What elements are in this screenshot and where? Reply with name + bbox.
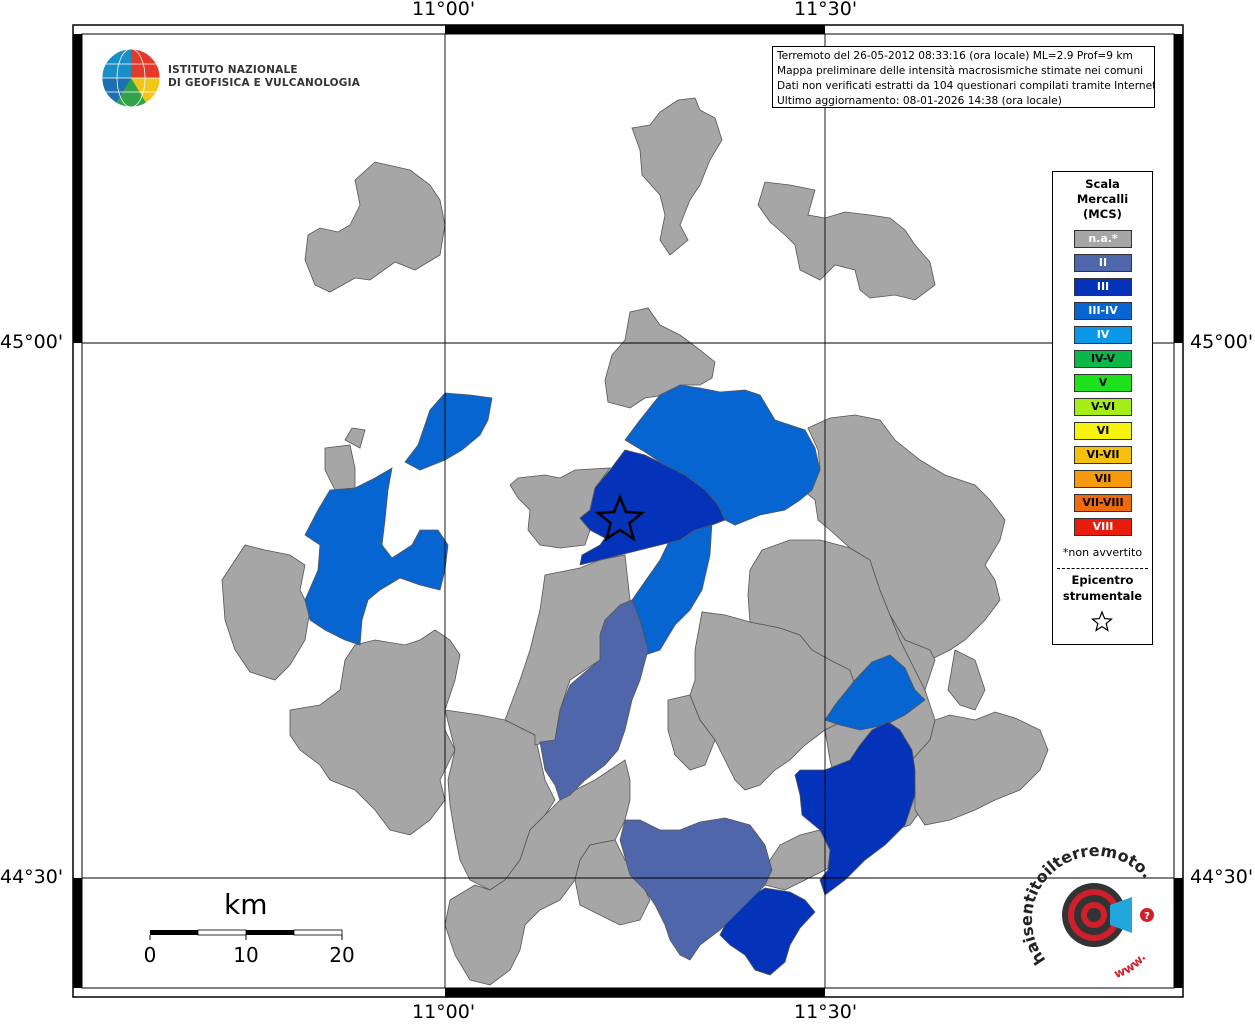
- legend-title-line1: Scala: [1085, 177, 1120, 191]
- scale-unit: km: [224, 888, 268, 921]
- region-ii-c: [539, 599, 649, 801]
- svg-text:www.: www.: [1112, 950, 1148, 981]
- legend-item: VIII: [1074, 518, 1132, 536]
- info-line1: Terremoto del 26-05-2012 08:33:16 (ora l…: [777, 50, 1133, 62]
- frame-bar-bottom: [445, 988, 825, 997]
- svg-text:haisentitoilterremoto.it: haisentitoilterremoto.it: [1020, 840, 1157, 969]
- scale-tick-20: 20: [329, 943, 355, 967]
- region-iiiiv-e: [824, 654, 926, 731]
- info-line4: Ultimo aggiornamento: 08-01-2026 14:38 (…: [777, 95, 1062, 107]
- legend-item: V-VI: [1074, 398, 1132, 416]
- frame-bar-left-bottom: [73, 878, 82, 988]
- region-na-c2: [667, 694, 716, 771]
- lon-label-top-right: 11°30': [794, 0, 858, 20]
- region-iii-epicentre: [579, 449, 726, 566]
- legend-star-icon: [1090, 610, 1114, 632]
- graticule: [82, 34, 1174, 988]
- lat-label-left-bottom: 44°30': [0, 866, 64, 888]
- hsi-badge-text: haisentitoilterremoto.it www.: [1020, 840, 1157, 981]
- region-na-cn: [604, 307, 716, 409]
- legend-title: Scala Mercalli (MCS): [1053, 177, 1152, 222]
- ingv-logo-icon: [101, 48, 161, 108]
- legend-epi-line2: strumentale: [1062, 589, 1143, 603]
- legend-separator: [1057, 568, 1148, 569]
- municipalities-na: [221, 97, 1049, 986]
- legend-item: VI-VII: [1074, 446, 1132, 464]
- ingv-line2: DI GEOFISICA E VULCANOLOGIA: [168, 77, 361, 89]
- scale-tick-0: 0: [143, 943, 157, 967]
- legend-item: IV: [1074, 326, 1132, 344]
- lat-label-right-top: 45°00': [1190, 331, 1254, 353]
- region-na-ne: [779, 414, 1006, 661]
- frame-bar-right-bottom: [1174, 878, 1183, 988]
- legend-item: V: [1074, 374, 1132, 392]
- frame-bar-left-top: [73, 34, 82, 343]
- frame-bar-top: [445, 25, 825, 34]
- legend-note: *non avvertito: [1062, 546, 1143, 559]
- svg-text:?: ?: [1144, 911, 1150, 922]
- region-na-e3: [947, 649, 986, 711]
- frame-bar-right-top: [1174, 34, 1183, 343]
- legend-item: III-IV: [1074, 302, 1132, 320]
- region-iii-e: [794, 721, 916, 896]
- legend-epi-line1: Epicentro: [1071, 573, 1134, 587]
- ingv-line1: ISTITUTO NAZIONALE: [168, 64, 298, 76]
- lat-label-right-bottom: 44°30': [1190, 866, 1254, 888]
- region-na-e2: [889, 614, 936, 692]
- info-line2: Mappa preliminare delle intensità macros…: [777, 65, 1144, 77]
- region-na-nw: [304, 161, 446, 293]
- region-na-north2: [757, 181, 936, 301]
- municipalities-iii-iv: [304, 384, 926, 731]
- legend-epicentre-label: Epicentro strumentale: [1053, 572, 1152, 604]
- event-info-box: Terremoto del 26-05-2012 08:33:16 (ora l…: [772, 46, 1155, 108]
- municipalities-ii: [539, 599, 773, 961]
- lon-label-bottom-left: 11°00': [412, 1001, 476, 1023]
- legend-title-line2: Mercalli: [1076, 192, 1129, 206]
- legend-item: n.a.*: [1074, 230, 1132, 248]
- lon-label-bottom-right: 11°30': [794, 1001, 858, 1023]
- region-iiiiv-w: [304, 467, 449, 646]
- region-na-w3: [344, 427, 366, 449]
- region-ii-s: [619, 817, 773, 961]
- legend-item: VII: [1074, 470, 1132, 488]
- legend-item: IV-V: [1074, 350, 1132, 368]
- legend-title-line3: (MCS): [1083, 207, 1122, 221]
- hsi-badge-main-text: haisentitoilterremoto.it: [1020, 840, 1157, 969]
- legend-item: II: [1074, 254, 1132, 272]
- legend-item: VI: [1074, 422, 1132, 440]
- hsi-badge-icon: ?: [1062, 883, 1154, 947]
- scale-tick-10: 10: [233, 943, 259, 967]
- scale-bar: [149, 929, 343, 940]
- region-na-north1: [631, 97, 723, 256]
- legend-item: VII-VIII: [1074, 494, 1132, 512]
- legend-item: III: [1074, 278, 1132, 296]
- lat-label-left-top: 45°00': [0, 331, 64, 353]
- region-na-w: [221, 544, 311, 681]
- epicentre-star: [594, 493, 646, 542]
- region-na-ne2: [911, 711, 1049, 826]
- municipalities-iii: [579, 449, 916, 976]
- region-iiiiv-nw: [404, 392, 493, 471]
- ingv-logo-text: ISTITUTO NAZIONALE DI GEOFISICA E VULCAN…: [168, 64, 360, 90]
- hsi-badge-www-text: www.: [1112, 950, 1148, 981]
- info-line3: Dati non verificati estratti da 104 ques…: [777, 80, 1155, 92]
- lon-label-top-left: 11°00': [412, 0, 476, 20]
- mcs-legend: Scala Mercalli (MCS) n.a.* II III III-IV IV I…: [1052, 171, 1153, 645]
